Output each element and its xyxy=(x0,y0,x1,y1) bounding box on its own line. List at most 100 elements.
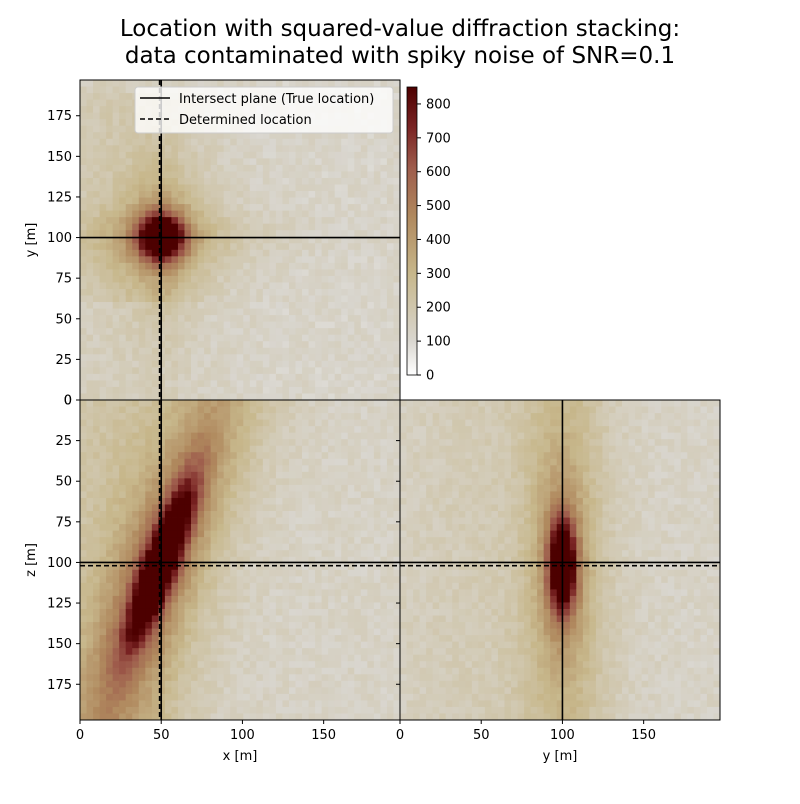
heatmap-cell xyxy=(197,700,205,708)
heatmap-cell xyxy=(347,400,355,407)
heatmap-cell xyxy=(197,641,205,649)
heatmap-cell xyxy=(210,497,218,505)
heatmap-cell xyxy=(328,674,336,682)
heatmap-cell xyxy=(341,706,349,714)
heatmap-cell xyxy=(302,315,309,323)
heatmap-cell xyxy=(380,543,388,551)
heatmap-cell xyxy=(230,328,238,336)
heatmap-cell xyxy=(236,491,244,499)
heatmap-cell xyxy=(125,667,133,675)
heatmap-cell xyxy=(262,426,270,434)
heatmap-cell xyxy=(119,484,127,492)
heatmap-cell xyxy=(373,191,381,198)
heatmap-cell xyxy=(86,191,94,198)
heatmap-cell xyxy=(99,445,107,453)
heatmap-cell xyxy=(145,582,153,590)
heatmap-cell xyxy=(354,138,362,146)
heatmap-cell xyxy=(86,648,94,656)
heatmap-cell xyxy=(191,667,198,675)
heatmap-cell xyxy=(106,569,114,577)
heatmap-cell xyxy=(171,589,179,597)
heatmap-cell xyxy=(295,158,303,166)
heatmap-cell xyxy=(164,204,172,212)
heatmap-cell xyxy=(262,628,270,636)
heatmap-cell xyxy=(295,569,303,577)
heatmap-cell xyxy=(275,452,283,460)
heatmap-cell xyxy=(288,687,296,695)
heatmap-cell xyxy=(256,210,264,218)
heatmap-cell xyxy=(380,315,388,323)
heatmap-cell xyxy=(93,504,100,512)
heatmap-cell xyxy=(413,400,420,407)
heatmap-cell xyxy=(295,282,303,290)
heatmap-cell xyxy=(393,465,401,473)
heatmap-cell xyxy=(217,471,225,479)
heatmap-cell xyxy=(288,393,296,401)
heatmap-cell xyxy=(191,713,198,721)
heatmap-cell xyxy=(334,635,342,643)
heatmap-cell xyxy=(210,595,218,603)
heatmap-cell xyxy=(321,380,329,388)
heatmap-cell xyxy=(125,556,133,564)
heatmap-cell xyxy=(86,256,94,264)
heatmap-cell xyxy=(106,177,114,185)
heatmap-cell xyxy=(249,269,257,277)
heatmap-cell xyxy=(119,275,127,283)
heatmap-cell xyxy=(119,550,127,558)
heatmap-cell xyxy=(119,334,127,342)
heatmap-cell xyxy=(80,432,87,440)
heatmap-cell xyxy=(112,380,120,388)
heatmap-cell xyxy=(177,556,185,564)
heatmap-cell xyxy=(138,608,146,616)
heatmap-cell xyxy=(393,648,401,656)
heatmap-cell xyxy=(269,406,277,414)
heatmap-cell xyxy=(288,177,296,185)
heatmap-cell xyxy=(347,622,355,629)
heatmap-cell xyxy=(138,177,146,185)
heatmap-cell xyxy=(125,321,133,329)
heatmap-cell xyxy=(334,406,342,414)
heatmap-cell xyxy=(125,308,133,316)
heatmap-cell xyxy=(210,249,218,257)
heatmap-cell xyxy=(197,373,205,381)
heatmap-cell xyxy=(256,262,264,270)
heatmap-cell xyxy=(354,236,362,244)
heatmap-cell xyxy=(262,608,270,616)
heatmap-cell xyxy=(191,458,198,466)
heatmap-cell xyxy=(256,478,264,486)
heatmap-cell xyxy=(210,537,218,545)
heatmap-cell xyxy=(288,602,296,610)
heatmap-cell xyxy=(328,295,336,303)
heatmap-cell xyxy=(282,145,290,153)
heatmap-cell xyxy=(256,517,264,525)
heatmap-cell xyxy=(223,595,231,603)
heatmap-cell xyxy=(204,706,212,714)
heatmap-cell xyxy=(413,595,420,603)
heatmap-cell xyxy=(217,432,225,440)
heatmap-cell xyxy=(243,635,251,643)
heatmap-cell xyxy=(295,191,303,198)
heatmap-cell xyxy=(210,256,218,264)
heatmap-cell xyxy=(80,608,87,616)
heatmap-cell xyxy=(360,243,368,251)
heatmap-cell xyxy=(328,275,336,283)
heatmap-cell xyxy=(86,125,94,133)
heatmap-cell xyxy=(112,93,120,100)
heatmap-cell xyxy=(177,354,185,362)
heatmap-cell xyxy=(275,582,283,590)
heatmap-cell xyxy=(393,667,401,675)
heatmap-cell xyxy=(308,478,316,486)
heatmap-cell xyxy=(282,288,290,296)
heatmap-cell xyxy=(93,465,100,473)
heatmap-cell xyxy=(295,491,303,499)
heatmap-cell xyxy=(360,262,368,270)
heatmap-cell xyxy=(334,315,342,323)
heatmap-cell xyxy=(295,426,303,434)
heatmap-cell xyxy=(119,125,127,133)
heatmap-cell xyxy=(275,654,283,662)
heatmap-cell xyxy=(249,393,257,401)
heatmap-cell xyxy=(151,191,159,198)
heatmap-cell xyxy=(256,308,264,316)
heatmap-cell xyxy=(217,674,225,682)
heatmap-cell xyxy=(125,537,133,545)
